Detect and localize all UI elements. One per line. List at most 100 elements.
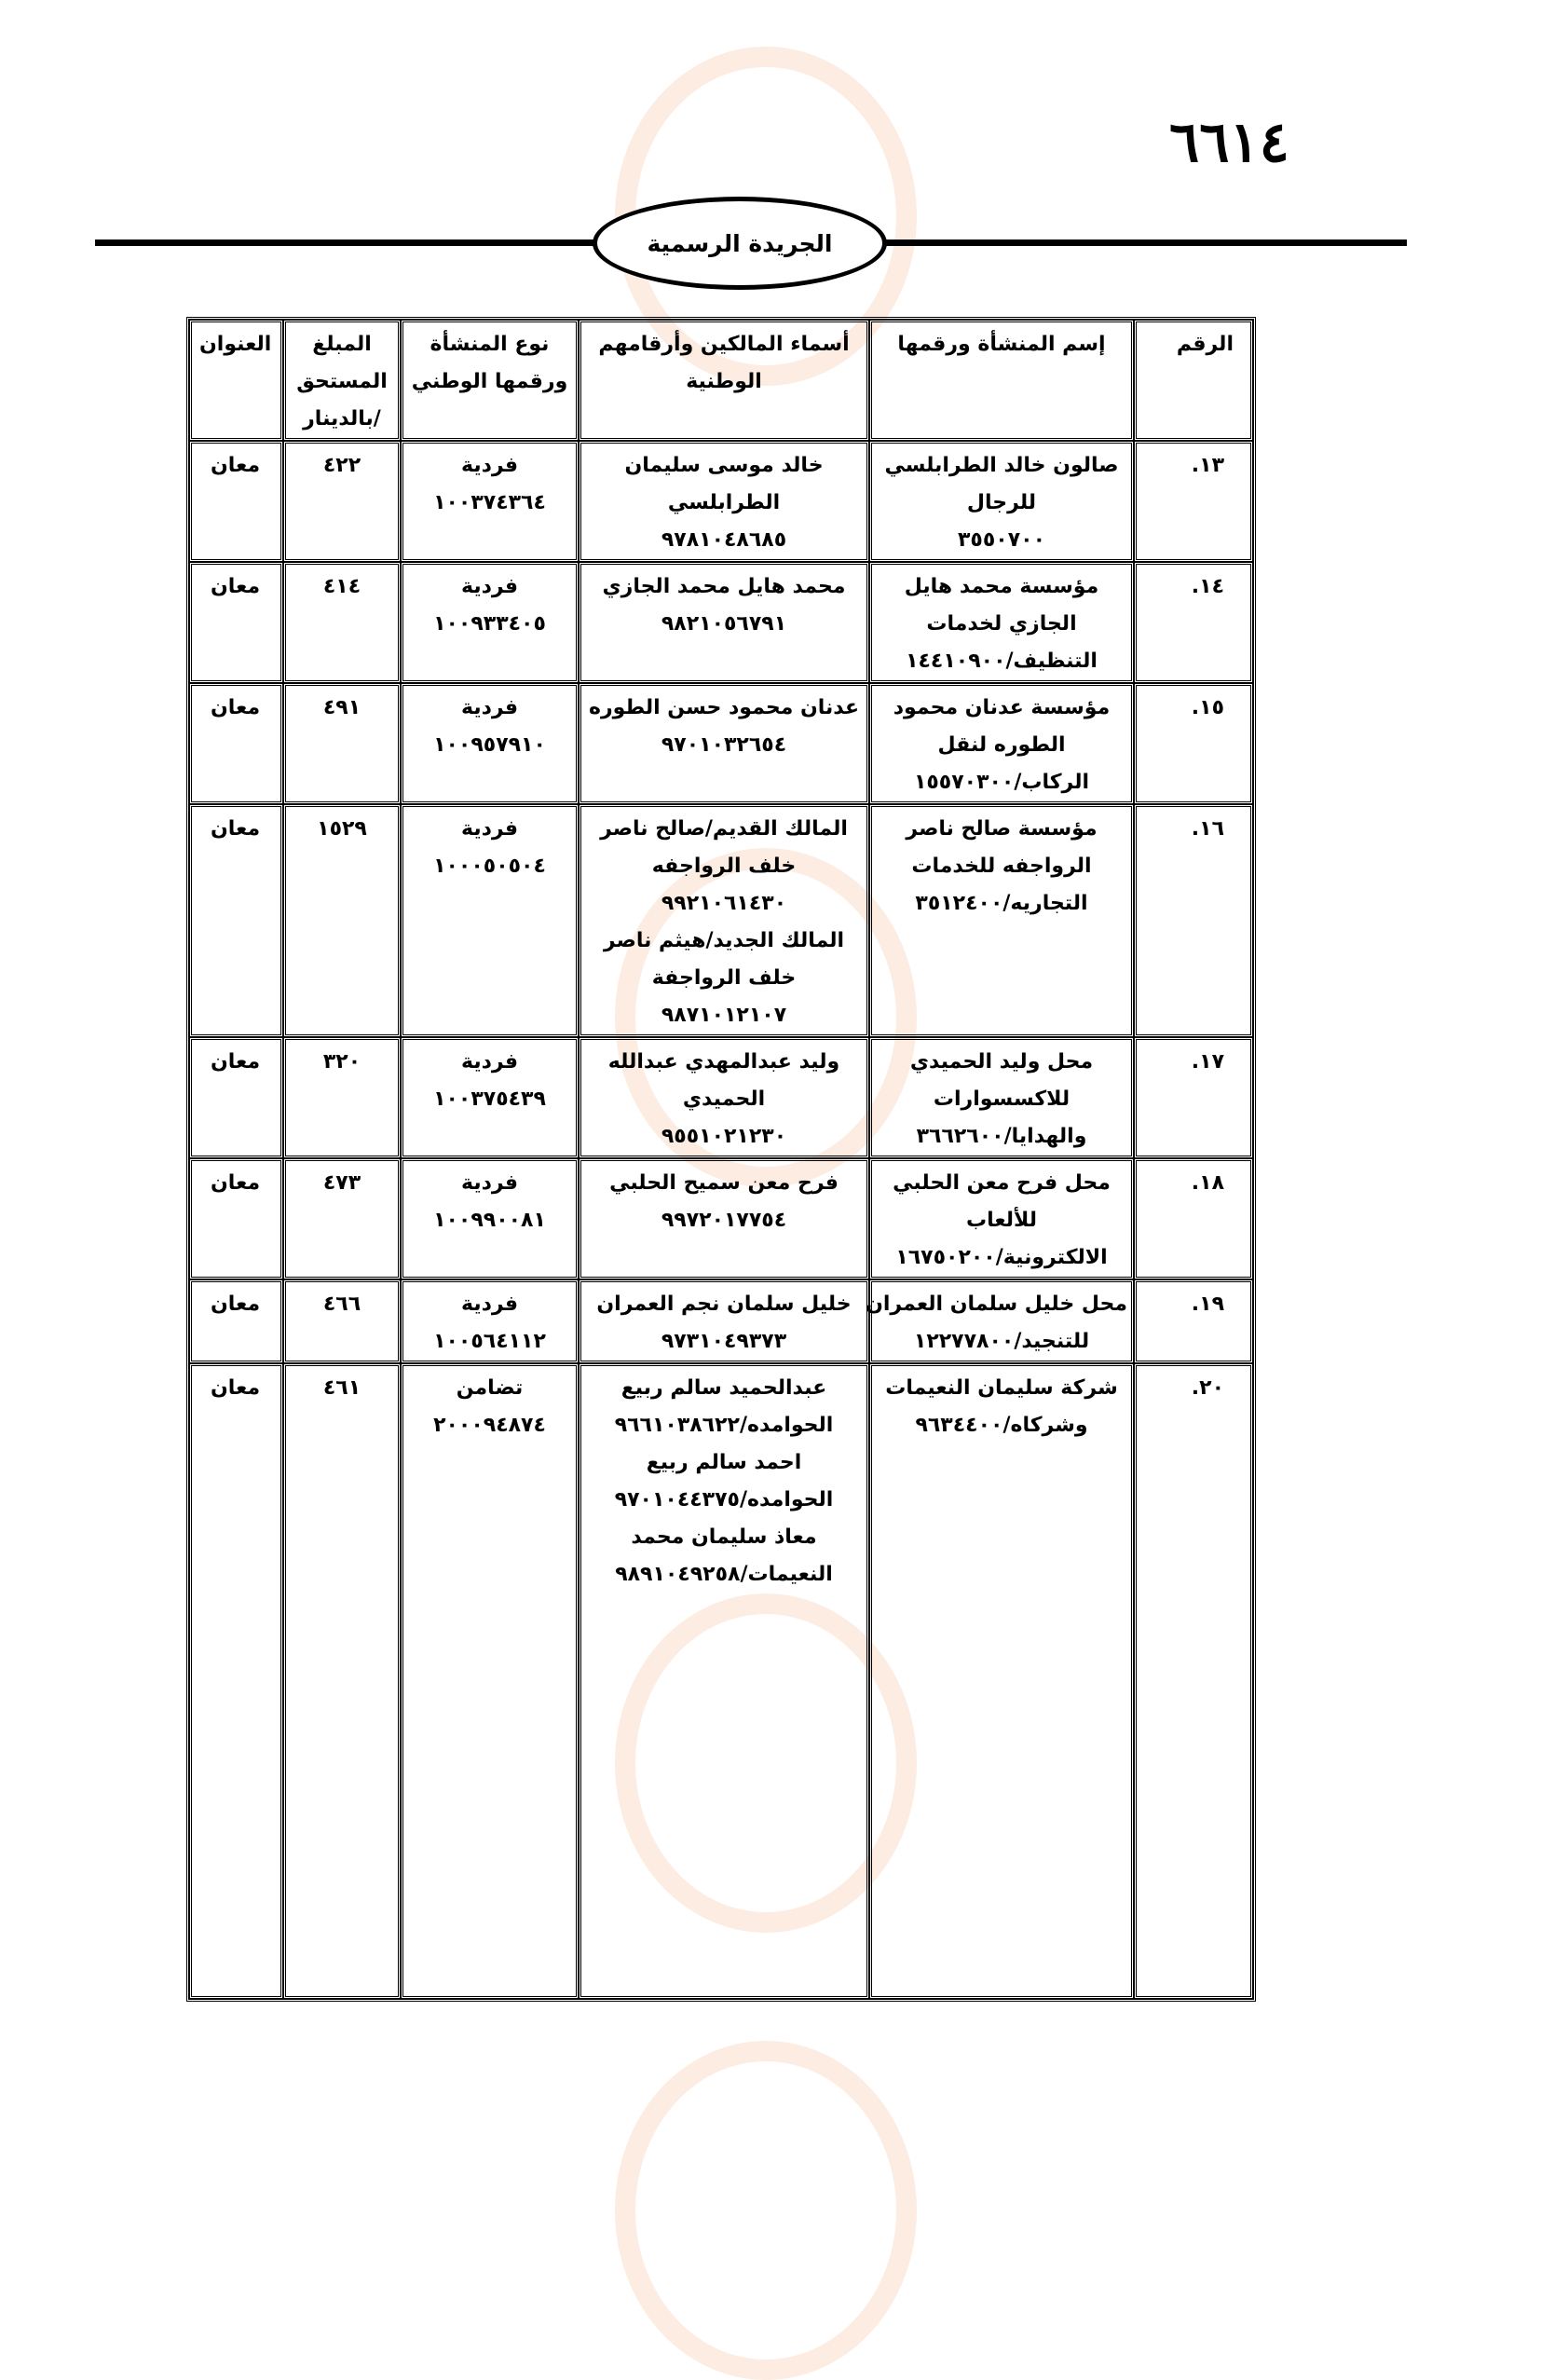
cell-line: صالون خالد الطرابلسي (884, 454, 1119, 477)
cell-line: معاذ سليمان محمد (631, 1525, 817, 1549)
cell-name: محل فرح معن الحلبي للألعاب الالكترونية/١٦٧… (869, 1158, 1134, 1279)
cell-line: معان (211, 1171, 261, 1195)
cell-line: للرجال (966, 491, 1037, 514)
cell-line: ٩٩٢١٠٦١٤٣٠ (661, 892, 787, 915)
cell-line: وليد عبدالمهدي عبدالله (607, 1050, 840, 1074)
column-header-no: الرقم (1134, 320, 1253, 441)
cell-address: معان (189, 1363, 283, 1999)
cell-line: للتنجيد/١٢٢٧٧٨٠٠ (913, 1330, 1090, 1353)
cell-line: عبدالحميد سالم ربيع (620, 1376, 827, 1400)
cell-line: تضامن (456, 1376, 524, 1400)
cell-line: الطرابلسي (667, 491, 781, 514)
cell-line: فردية (461, 1293, 518, 1316)
header-title-oval: الجريدة الرسمية (593, 197, 887, 290)
cell-line: الجازي لخدمات (926, 612, 1077, 636)
cell-line: والهدايا/٣٦٦٢٦٠٠ (916, 1125, 1087, 1148)
cell-amount: ٣٢٠ (283, 1037, 401, 1158)
cell-name: صالون خالد الطرابلسي للرجال ٣٥٥٠٧٠٠ (869, 441, 1134, 562)
cell-type: فردية ١٠٠٣٧٤٣٦٤ (401, 441, 579, 562)
watermark-clock-icon (615, 2041, 917, 2380)
column-header-owners: أسماء المالكين وأرقامهم الوطنية (579, 320, 869, 441)
cell-address: معان (189, 562, 283, 683)
column-header-line: المبلغ (312, 333, 372, 356)
cell-line: ١٠٠٠٥٠٥٠٤ (433, 855, 546, 878)
cell-line: فرح معن سميح الحلبي (609, 1171, 839, 1195)
cell-line: الطوره لنقل (937, 733, 1066, 757)
cell-line: التجاريه/٣٥١٢٤٠٠ (915, 892, 1088, 915)
cell-line: الالكترونية/١٦٧٥٠٢٠٠ (895, 1246, 1108, 1269)
cell-line: محل فرح معن الحلبي (893, 1171, 1111, 1195)
cell-line: ٤١٤ (322, 575, 361, 598)
cell-line: الرواجفه للخدمات (911, 855, 1092, 878)
cell-line: خالد موسى سليمان (624, 454, 824, 477)
cell-owners: محمد هايل محمد الجازي ٩٨٢١٠٥٦٧٩١ (579, 562, 869, 683)
cell-line: خلف الرواجفة (651, 966, 797, 990)
cell-line: ٢٠. (1191, 1376, 1224, 1400)
cell-line: فردية (461, 817, 518, 841)
cell-line: فردية (461, 454, 518, 477)
cell-line: ٣٥٥٠٧٠٠ (958, 528, 1045, 552)
cell-address: معان (189, 683, 283, 804)
cell-name: مؤسسة صالح ناصر الرواجفه للخدمات التجاريه/… (869, 804, 1134, 1037)
cell-line: معان (211, 1293, 261, 1316)
cell-line: ١٥. (1191, 696, 1224, 719)
cell-amount: ٤٦١ (283, 1363, 401, 1999)
cell-line: للألعاب (965, 1209, 1037, 1232)
cell-line: ١٨. (1191, 1171, 1224, 1195)
cell-line: ١٣. (1191, 454, 1224, 477)
table-row: ١٣. صالون خالد الطرابلسي للرجال ٣٥٥٠٧٠٠ خالد… (189, 441, 1253, 562)
cell-no: ١٣. (1134, 441, 1253, 562)
cell-line: خليل سلمان نجم العمران (596, 1293, 852, 1316)
cell-line: خلف الرواجفه (651, 855, 797, 878)
column-header-amount: المبلغ المستحق/بالدينار (283, 320, 401, 441)
cell-line: ٤٦٦ (322, 1293, 361, 1316)
cell-line: معان (211, 817, 261, 841)
cell-line: ١٠٠٩٩٠٠٨١ (433, 1209, 546, 1232)
cell-line: عدنان محمود حسن الطوره (588, 696, 860, 719)
cell-line: معان (211, 1050, 261, 1074)
column-header-line: المستحق (296, 370, 388, 393)
cell-line: للاكسسوارات (933, 1087, 1071, 1111)
cell-line: الحميدي (682, 1087, 766, 1111)
cell-no: ١٧. (1134, 1037, 1253, 1158)
cell-line: ٤٩١ (322, 696, 361, 719)
cell-line: فردية (461, 696, 518, 719)
cell-line: احمد سالم ربيع (646, 1451, 802, 1474)
cell-line: ٩٧٠١٠٣٢٦٥٤ (661, 733, 787, 757)
table-row: ١٨. محل فرح معن الحلبي للألعاب الالكترونية/… (189, 1158, 1253, 1279)
cell-amount: ٤٧٣ (283, 1158, 401, 1279)
cell-line: التنظيف/١٤٤١٠٩٠٠ (906, 650, 1098, 673)
cell-line: مؤسسة عدنان محمود (893, 696, 1111, 719)
cell-address: معان (189, 441, 283, 562)
column-header-line: الرقم (1176, 333, 1234, 356)
cell-line: ٩٨٢١٠٥٦٧٩١ (661, 612, 787, 636)
header-title: الجريدة الرسمية (647, 229, 833, 257)
cell-type: فردية ١٠٠٠٥٠٥٠٤ (401, 804, 579, 1037)
cell-line: ٩٨٧١٠١٢١٠٧ (661, 1004, 787, 1027)
cell-line: ٢٠٠٠٩٤٨٧٤ (433, 1414, 546, 1437)
cell-line: مؤسسة صالح ناصر (906, 817, 1098, 841)
cell-address: معان (189, 1158, 283, 1279)
column-header-name: إسم المنشأة ورقمها (869, 320, 1134, 441)
table-row: ١٧. محل وليد الحميدي للاكسسوارات والهدايا/٣… (189, 1037, 1253, 1158)
cell-line: ١٠٠٩٣٣٤٠٥ (433, 612, 546, 636)
cell-no: ٢٠. (1134, 1363, 1253, 1999)
cell-line: فردية (461, 1171, 518, 1195)
cell-line: محل وليد الحميدي (909, 1050, 1094, 1074)
cell-type: فردية ١٠٠٩٩٠٠٨١ (401, 1158, 579, 1279)
cell-line: ١٠٠٣٧٥٤٣٩ (433, 1087, 546, 1111)
cell-line: محل خليل سلمان العمران (866, 1293, 1127, 1316)
table-row: ١٦. مؤسسة صالح ناصر الرواجفه للخدمات التجار… (189, 804, 1253, 1037)
column-header-line: الوطنية (686, 370, 762, 393)
cell-owners: عبدالحميد سالم ربيع الحوامده/٩٦٦١٠٣٨٦٢٢ اح… (579, 1363, 869, 1999)
cell-type: فردية ١٠٠٥٦٤١١٢ (401, 1279, 579, 1363)
cell-line: الحوامده/٩٧٠١٠٤٤٣٧٥ (614, 1488, 834, 1511)
cell-line: ١٠٠٣٧٤٣٦٤ (433, 491, 546, 514)
cell-address: معان (189, 1037, 283, 1158)
cell-owners: فرح معن سميح الحلبي ٩٩٧٢٠١٧٧٥٤ (579, 1158, 869, 1279)
cell-line: ١٥٢٩ (317, 817, 367, 841)
table-row: ٢٠. شركة سليمان النعيمات وشركاه/٩٦٣٤٤٠٠ عبد… (189, 1363, 1253, 1999)
cell-owners: خليل سلمان نجم العمران ٩٧٣١٠٤٩٣٧٣ (579, 1279, 869, 1363)
cell-type: فردية ١٠٠٩٣٣٤٠٥ (401, 562, 579, 683)
cell-line: ٤٧٣ (322, 1171, 361, 1195)
